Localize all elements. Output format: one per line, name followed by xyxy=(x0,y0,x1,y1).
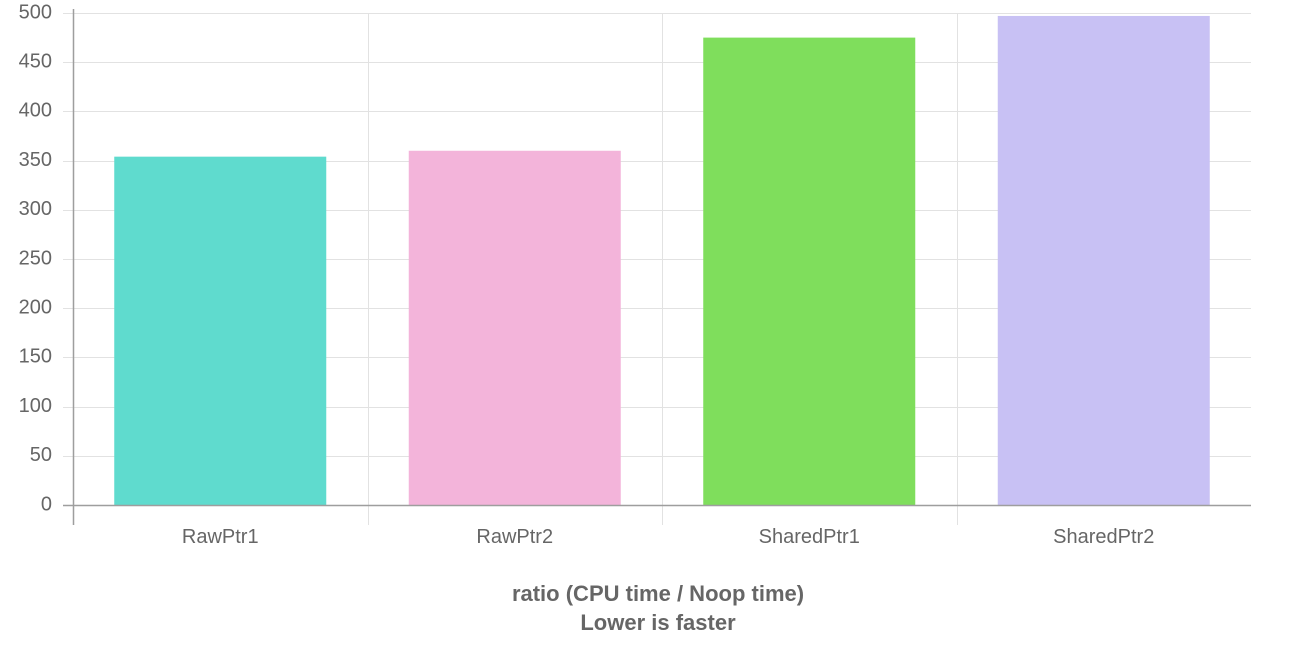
y-tick-label: 100 xyxy=(19,395,52,417)
y-tick-label: 500 xyxy=(19,1,52,23)
y-tick-label: 0 xyxy=(41,493,52,515)
bar-rawptr2 xyxy=(408,150,621,505)
y-tick-label: 350 xyxy=(19,149,52,171)
y-tick-label: 400 xyxy=(19,100,52,122)
x-tick-label: RawPtr2 xyxy=(476,526,553,548)
x-tick-label: SharedPtr1 xyxy=(759,526,860,548)
y-tick-label: 300 xyxy=(19,198,52,220)
x-tick-label: SharedPtr2 xyxy=(1053,526,1154,548)
y-tick-label: 250 xyxy=(19,247,52,269)
axes xyxy=(63,9,1251,525)
x-tick-labels: RawPtr1 RawPtr2 SharedPtr1 SharedPtr2 xyxy=(182,526,1154,548)
bars xyxy=(114,15,1210,506)
y-tick-label: 200 xyxy=(19,296,52,318)
y-tick-label: 50 xyxy=(30,444,52,466)
bar-sharedptr2 xyxy=(997,15,1210,506)
bar-sharedptr1 xyxy=(703,37,916,505)
bar-rawptr1 xyxy=(114,156,327,505)
y-tick-label: 150 xyxy=(19,346,52,368)
chart-subtitle: Lower is faster xyxy=(580,610,736,635)
x-tick-label: RawPtr1 xyxy=(182,526,259,548)
y-tick-label: 450 xyxy=(19,50,52,72)
y-tick-labels: 0 50 100 150 200 250 300 350 400 450 500 xyxy=(19,1,52,515)
x-axis-title: ratio (CPU time / Noop time) xyxy=(511,581,805,606)
